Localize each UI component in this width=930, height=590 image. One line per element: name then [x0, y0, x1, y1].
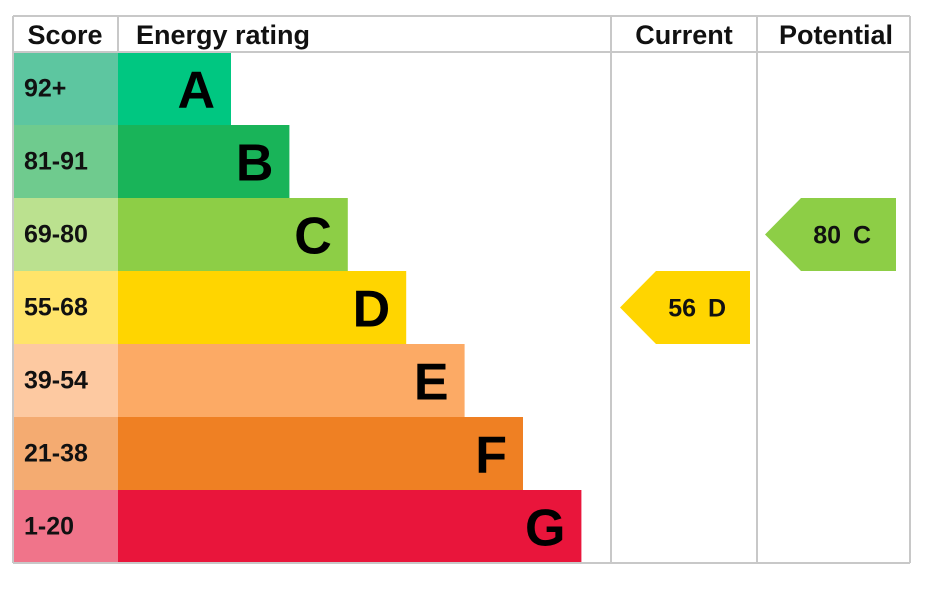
score-label: 92+: [24, 75, 66, 103]
potential-value: 80: [813, 222, 841, 250]
potential-header: Potential: [779, 20, 893, 50]
rating-letter: C: [294, 208, 332, 266]
score-header: Score: [27, 20, 102, 50]
potential-arrow: [765, 198, 896, 271]
rating-letter: D: [353, 281, 391, 339]
rating-bar: [118, 198, 348, 271]
score-label: 55-68: [24, 294, 88, 322]
rating-bar: [118, 271, 407, 344]
rating-bar: [118, 125, 290, 198]
potential-letter: C: [853, 222, 871, 250]
score-cell: [13, 417, 118, 490]
score-label: 1-20: [24, 513, 74, 541]
current-value: 56: [668, 295, 696, 323]
score-cell: [13, 271, 118, 344]
rating-bar: [118, 344, 465, 417]
rating-letter: B: [236, 135, 274, 193]
current-header: Current: [635, 20, 733, 50]
rating-letter: F: [475, 427, 507, 485]
rating-letter: A: [177, 62, 215, 120]
current-arrow: [620, 271, 750, 344]
score-label: 81-91: [24, 148, 88, 176]
score-cell: [13, 490, 118, 563]
rating-letter: E: [414, 354, 449, 412]
rating-bar: [118, 417, 523, 490]
score-cell: [13, 52, 118, 125]
rating-bar: [118, 52, 231, 125]
score-cell: [13, 125, 118, 198]
rating-bar: [118, 490, 582, 563]
score-label: 21-38: [24, 440, 88, 468]
rating-letter: G: [525, 500, 565, 558]
score-cell: [13, 344, 118, 417]
rating-header: Energy rating: [136, 20, 310, 50]
score-label: 69-80: [24, 221, 88, 249]
current-letter: D: [708, 295, 726, 323]
score-label: 39-54: [24, 367, 88, 395]
score-cell: [13, 198, 118, 271]
